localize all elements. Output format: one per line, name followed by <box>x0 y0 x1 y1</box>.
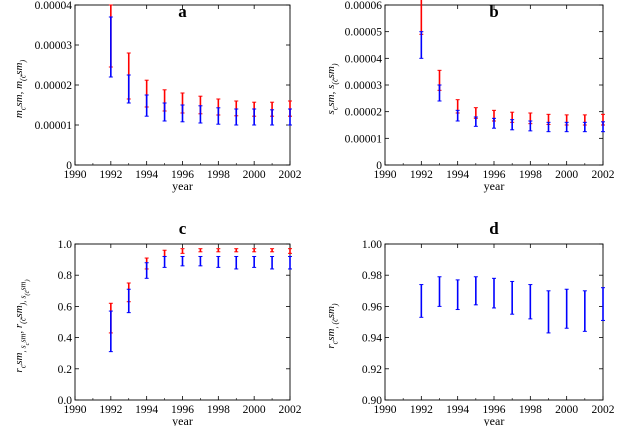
y-tick-label: 0.00004 <box>345 53 383 65</box>
y-axis-label: mcsm, m(c̃sm) <box>13 60 28 119</box>
y-tick-label: 0.4 <box>58 333 73 345</box>
plot-frame <box>74 243 291 401</box>
y-tick-label: 0.00001 <box>345 133 383 145</box>
y-tick-label: 0.00004 <box>35 0 73 12</box>
x-tick-label: 2002 <box>592 169 615 181</box>
x-axis-label: year <box>172 179 193 193</box>
panel-title: c <box>179 219 187 238</box>
x-axis-label: year <box>484 414 505 426</box>
y-tick-label: 0.90 <box>362 395 382 407</box>
x-tick-label: 1996 <box>483 404 506 416</box>
plot-frame <box>384 4 604 166</box>
panel-title: b <box>489 2 498 21</box>
panel-a: a 1990 1992 1994 1996 1998 2000 2002 0 0.00001 0.0… <box>13 0 302 193</box>
x-tick-label: 1998 <box>207 169 230 181</box>
x-tick-label: 1992 <box>99 404 122 416</box>
x-tick-label: 1990 <box>374 404 397 416</box>
x-tick-label: 1992 <box>410 169 433 181</box>
panel-title: d <box>489 219 499 238</box>
x-tick-label: 1996 <box>483 169 506 181</box>
y-tick-label: 0.00002 <box>345 107 383 119</box>
plot-frame <box>74 4 291 166</box>
x-tick-label: 2000 <box>555 404 578 416</box>
y-axis-label: rcsm, scsm, r(c̃sm), s(c̃sm) <box>13 279 31 372</box>
x-tick-label: 1994 <box>135 404 158 416</box>
x-tick-label: 1994 <box>446 404 469 416</box>
x-tick-label: 1998 <box>519 404 542 416</box>
y-axis-label: scsm, s(c̃sm) <box>325 63 340 114</box>
y-tick-label: 0.2 <box>58 364 73 376</box>
panel-d: d 1990 1992 1994 1996 1998 2000 2002 0.90 0.92 0.9… <box>325 219 615 426</box>
y-tick-label: 0.8 <box>58 270 73 282</box>
y-tick-label: 0.96 <box>362 301 382 313</box>
y-tick-label: 0.00005 <box>345 27 383 39</box>
y-tick-label: 0.00006 <box>345 0 383 12</box>
x-tick-label: 2002 <box>279 404 302 416</box>
x-tick-label: 1992 <box>99 169 122 181</box>
x-tick-label: 2000 <box>243 404 266 416</box>
x-tick-label: 2002 <box>279 169 302 181</box>
y-tick-label: 0 <box>376 160 382 172</box>
x-tick-label: 1990 <box>64 404 87 416</box>
y-tick-label: 0.92 <box>362 364 382 376</box>
x-tick-label: 2000 <box>555 169 578 181</box>
y-tick-label: 0.00002 <box>35 80 73 92</box>
panel-b: b 1990 1992 1994 1996 1998 2000 2002 0 0.00001 0.0… <box>325 0 615 193</box>
x-axis-label: year <box>484 179 505 193</box>
plot-frame <box>384 243 604 401</box>
y-tick-label: 1.0 <box>58 239 73 251</box>
y-tick-label: 0.00003 <box>35 40 73 52</box>
x-tick-label: 1996 <box>171 169 194 181</box>
y-tick-label: 0.98 <box>362 270 382 282</box>
x-tick-label: 1996 <box>171 404 194 416</box>
x-tick-label: 1990 <box>374 169 397 181</box>
y-tick-label: 0.00003 <box>345 80 383 92</box>
y-tick-label: 0.0 <box>58 395 73 407</box>
x-tick-label: 1994 <box>135 169 158 181</box>
x-tick-label: 1994 <box>446 169 469 181</box>
x-tick-label: 2002 <box>592 404 615 416</box>
x-tick-label: 1998 <box>207 404 230 416</box>
panel-c: c 1990 1992 1994 1996 1998 2000 2002 0.0 0.2 0.4 0.… <box>13 219 302 426</box>
y-tick-label: 0.94 <box>362 333 382 345</box>
x-tick-label: 1992 <box>410 404 433 416</box>
y-tick-label: 0 <box>66 160 72 172</box>
x-axis-label: year <box>172 414 193 426</box>
x-tick-label: 1990 <box>64 169 87 181</box>
x-tick-label: 1998 <box>519 169 542 181</box>
y-tick-label: 1.00 <box>362 239 382 251</box>
y-tick-label: 0.00001 <box>35 120 73 132</box>
y-axis-label: rcsm, (c̃sm) <box>325 303 340 349</box>
panel-title: a <box>178 2 187 21</box>
x-tick-label: 2000 <box>243 169 266 181</box>
y-tick-label: 0.6 <box>58 301 73 313</box>
